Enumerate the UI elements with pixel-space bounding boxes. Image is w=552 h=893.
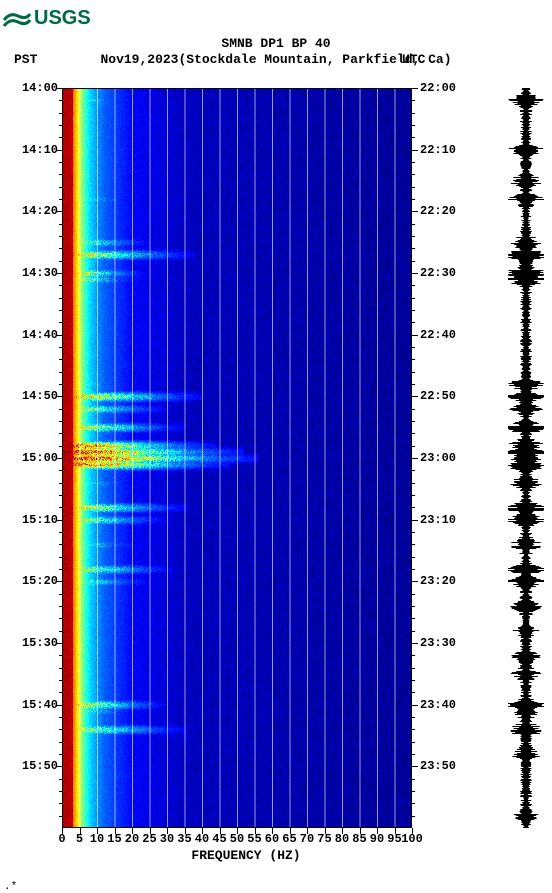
utc-tick: 23:30 xyxy=(420,636,456,650)
x-tick: 25 xyxy=(142,832,156,846)
x-tick: 20 xyxy=(125,832,139,846)
pst-tick: 15:40 xyxy=(22,698,58,712)
x-tick: 60 xyxy=(265,832,279,846)
x-tick: 45 xyxy=(212,832,226,846)
pst-tick: 14:10 xyxy=(22,143,58,157)
tz-label-left: PST xyxy=(14,52,37,67)
pst-tick: 14:00 xyxy=(22,81,58,95)
pst-tick: 14:50 xyxy=(22,389,58,403)
pst-tick: 15:50 xyxy=(22,759,58,773)
utc-tick: 22:40 xyxy=(420,328,456,342)
x-tick: 40 xyxy=(195,832,209,846)
x-tick: 10 xyxy=(90,832,104,846)
utc-tick: 23:50 xyxy=(420,759,456,773)
x-axis-ticks: 0510152025303540455055606570758085909510… xyxy=(62,832,412,848)
x-tick: 30 xyxy=(160,832,174,846)
x-tick: 95 xyxy=(387,832,401,846)
x-tick: 90 xyxy=(370,832,384,846)
tz-label-right: UTC xyxy=(402,52,425,67)
utc-tick: 23:20 xyxy=(420,574,456,588)
spectrogram-plot xyxy=(62,88,412,828)
pst-tick: 14:40 xyxy=(22,328,58,342)
utc-tick: 23:00 xyxy=(420,451,456,465)
x-tick: 50 xyxy=(230,832,244,846)
chart-subtitle: Nov19,2023(Stockdale Mountain, Parkfield… xyxy=(0,52,552,67)
usgs-logo: USGS xyxy=(2,2,96,37)
utc-tick: 22:10 xyxy=(420,143,456,157)
x-tick: 0 xyxy=(58,832,65,846)
x-tick: 70 xyxy=(300,832,314,846)
x-tick: 5 xyxy=(76,832,83,846)
seismogram-trace xyxy=(508,88,544,828)
x-tick: 100 xyxy=(401,832,423,846)
pst-tick: 15:20 xyxy=(22,574,58,588)
utc-tick: 23:40 xyxy=(420,698,456,712)
pst-tick: 15:10 xyxy=(22,513,58,527)
pst-tick: 14:20 xyxy=(22,204,58,218)
pst-tick: 14:30 xyxy=(22,266,58,280)
utc-tick: 22:20 xyxy=(420,204,456,218)
pst-tick: 15:30 xyxy=(22,636,58,650)
x-tick: 35 xyxy=(177,832,191,846)
x-tick: 80 xyxy=(335,832,349,846)
x-tick: 15 xyxy=(107,832,121,846)
utc-tick: 23:10 xyxy=(420,513,456,527)
x-tick: 55 xyxy=(247,832,261,846)
footer-mark: .* xyxy=(4,881,17,893)
y-axis-pst: 14:0014:1014:2014:3014:4014:5015:0015:10… xyxy=(10,88,58,828)
x-axis-label: FREQUENCY (HZ) xyxy=(0,848,552,863)
utc-tick: 22:50 xyxy=(420,389,456,403)
utc-tick: 22:00 xyxy=(420,81,456,95)
x-tick: 65 xyxy=(282,832,296,846)
x-tick: 85 xyxy=(352,832,366,846)
svg-text:USGS: USGS xyxy=(34,7,91,29)
chart-title: SMNB DP1 BP 40 xyxy=(0,36,552,51)
x-tick: 75 xyxy=(317,832,331,846)
utc-tick: 22:30 xyxy=(420,266,456,280)
pst-tick: 15:00 xyxy=(22,451,58,465)
